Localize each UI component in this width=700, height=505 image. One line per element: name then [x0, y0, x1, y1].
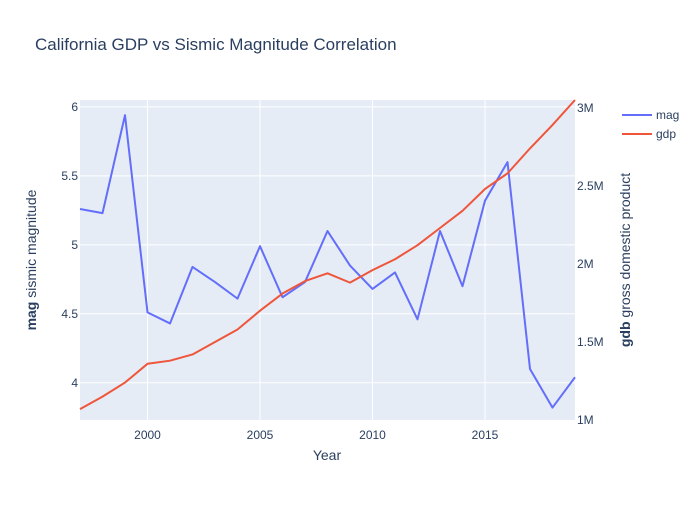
series-lines [79, 99, 576, 410]
legend-label-gdp: gdp [656, 127, 676, 141]
y-tick-label: 4.5 [61, 307, 78, 321]
legend-label-mag: mag [656, 108, 679, 122]
y2-tick-label: 3M [577, 101, 594, 115]
series-line-gdp[interactable] [79, 99, 576, 410]
chart-title: California GDP vs Sismic Magnitude Corre… [35, 35, 397, 54]
y2-axis-title-desc: gross domestic product [617, 173, 633, 322]
x-axis-title: Year [313, 447, 342, 463]
x-tick-label: 2000 [134, 428, 161, 442]
y-tick-label: 5 [71, 238, 78, 252]
y2-axis-title: gdb gross domestic product [617, 173, 633, 347]
y-tick-label: 5.5 [61, 169, 78, 183]
y-tick-label: 6 [71, 100, 78, 114]
legend[interactable]: mag gdp [622, 108, 679, 141]
axis-ticks: 2000 2005 2010 2015 4 4.5 5 5.5 6 1M 1.5M 2M 2.5M 3M [61, 100, 603, 442]
y-tick-label: 4 [71, 376, 78, 390]
y-axis-title: mag sismic magnitude [23, 189, 39, 330]
x-tick-label: 2015 [472, 428, 499, 442]
y2-tick-label: 2M [577, 257, 594, 271]
x-tick-label: 2005 [247, 428, 274, 442]
y2-tick-label: 1M [577, 413, 594, 427]
y-axis-title-desc: sismic magnitude [23, 189, 39, 301]
y2-tick-label: 1.5M [577, 335, 604, 349]
x-tick-label: 2010 [359, 428, 386, 442]
y2-tick-label: 2.5M [577, 179, 604, 193]
y-axis-title-var: mag [23, 302, 39, 331]
legend-item-gdp[interactable]: gdp [622, 127, 676, 141]
plot-background [80, 100, 575, 420]
legend-item-mag[interactable]: mag [622, 108, 679, 122]
grid [80, 100, 575, 420]
series-line-mag[interactable] [79, 114, 576, 409]
y2-axis-title-var: gdb [617, 321, 633, 347]
